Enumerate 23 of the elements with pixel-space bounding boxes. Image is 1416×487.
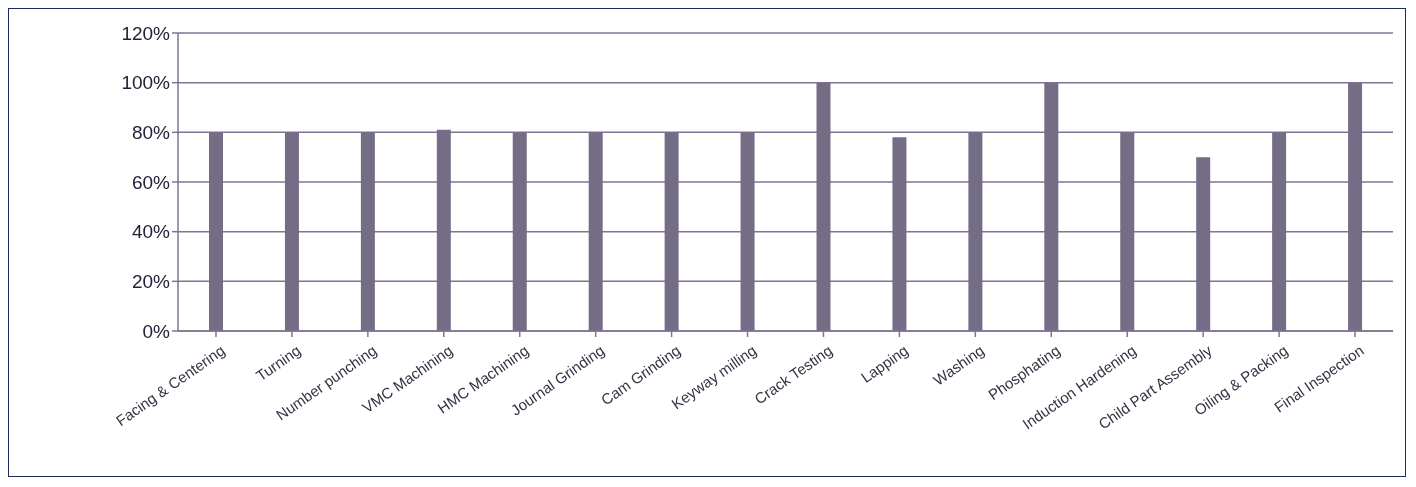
y-tick-label: 60% <box>131 171 171 193</box>
bar <box>740 132 755 331</box>
bar <box>816 82 831 331</box>
y-tick-label: 0% <box>142 320 171 342</box>
bar <box>1120 132 1135 331</box>
bar <box>664 132 679 331</box>
bar <box>1196 157 1211 331</box>
bar <box>1272 132 1287 331</box>
y-tick-label: 80% <box>131 122 171 144</box>
bar <box>1348 82 1363 331</box>
bar <box>209 132 223 331</box>
y-tick-label: 20% <box>131 271 171 293</box>
y-tick-label: 40% <box>131 221 171 243</box>
bar <box>892 137 907 331</box>
bar <box>436 129 451 331</box>
bar <box>1044 82 1059 331</box>
y-tick-label: 100% <box>121 72 171 94</box>
bar <box>512 132 527 331</box>
bar <box>968 132 983 331</box>
bar <box>360 132 375 331</box>
y-tick-label: 120% <box>121 22 171 44</box>
bar <box>588 132 603 331</box>
bar <box>284 132 299 331</box>
